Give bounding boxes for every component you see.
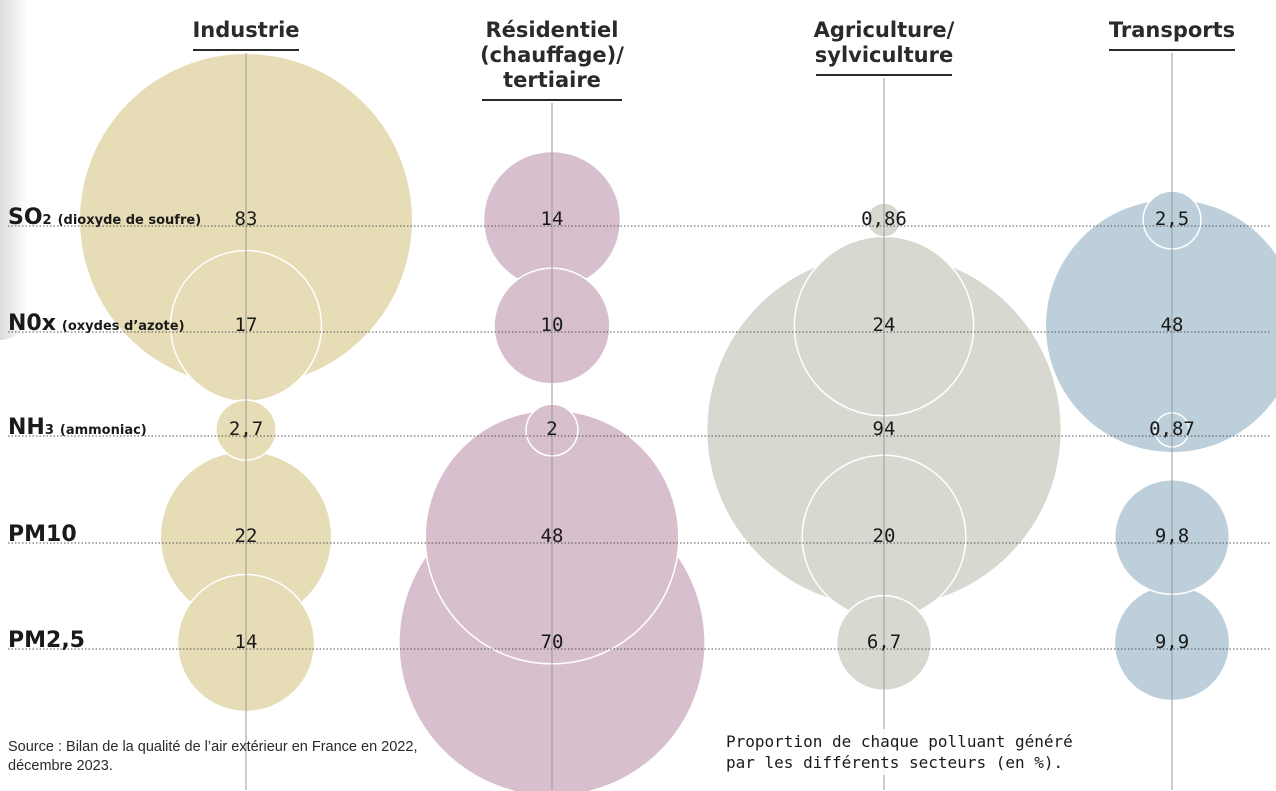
sector-header: Résidentiel (chauffage)/ tertiaire (480, 18, 624, 92)
sector-header-underline (816, 74, 952, 76)
value-label: 2,7 (229, 418, 263, 440)
sector-header: Agriculture/ sylviculture (813, 18, 955, 67)
page-edge-shadow (0, 0, 28, 340)
value-label: 14 (235, 631, 258, 653)
value-label: 24 (873, 314, 896, 336)
source-note: Source : Bilan de la qualité de l’air ex… (8, 739, 418, 774)
value-label: 0,86 (861, 208, 907, 230)
sector-header-underline (193, 49, 299, 51)
sector-header: Transports (1108, 18, 1236, 42)
value-label: 17 (235, 314, 258, 336)
value-label: 70 (541, 631, 564, 653)
value-label: 10 (541, 314, 564, 336)
column-guides (245, 53, 1173, 790)
pollutant-label: NH3 (ammoniac) (8, 415, 147, 440)
value-label: 14 (541, 208, 564, 230)
value-label: 9,9 (1155, 631, 1189, 653)
value-label: 2,5 (1155, 208, 1189, 230)
value-labels: 83 17 2,7 22 14 14 10 2 48 70 0,86 24 94 20 6,7 2,5 48 0,… (229, 208, 1195, 653)
value-label: 20 (873, 525, 896, 547)
chart-caption: Proportion de chaque polluant généré par… (722, 729, 1077, 775)
pollutant-label: SO2 (dioxyde de soufre) (8, 205, 202, 230)
value-label: 22 (235, 525, 258, 547)
value-label: 83 (235, 208, 258, 230)
sector-header-underline (1109, 49, 1235, 51)
sector-header: Industrie (192, 18, 300, 42)
pollutant-label: PM10 (8, 522, 77, 547)
value-label: 9,8 (1155, 525, 1189, 547)
value-label: 48 (541, 525, 564, 547)
row-guides (8, 225, 1270, 650)
pollutant-label: N0x (oxydes d’azote) (8, 311, 185, 336)
value-label: 2 (546, 418, 557, 440)
value-label: 6,7 (867, 631, 901, 653)
value-label: 94 (873, 418, 896, 440)
sector-header-underline (482, 99, 622, 101)
pollutant-label: PM2,5 (8, 628, 85, 653)
value-label: 0,87 (1149, 418, 1195, 440)
value-label: 48 (1161, 314, 1184, 336)
